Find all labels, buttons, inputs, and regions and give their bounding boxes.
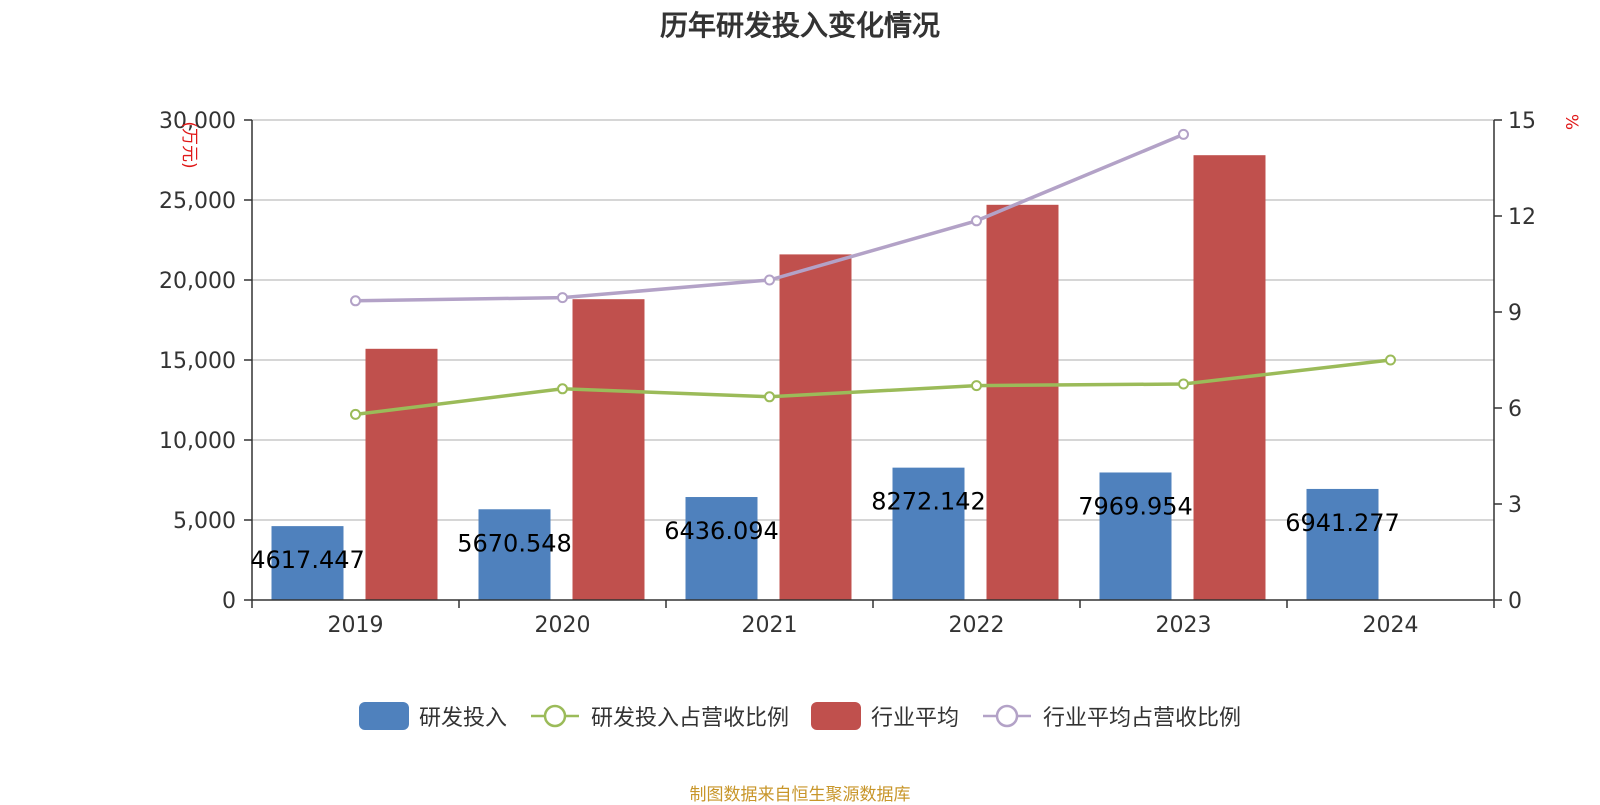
left-tick-label: 10,000 (159, 429, 236, 454)
bar-data-label: 8272.142 (871, 488, 986, 516)
legend-label: 行业平均占营收比例 (1043, 706, 1242, 731)
bar-industry (572, 299, 645, 600)
line-point (1385, 354, 1396, 366)
axes: 05,00010,00015,00020,00025,00030,0000369… (159, 109, 1581, 638)
bar-data-label: 7969.954 (1078, 492, 1193, 520)
legend-item[interactable]: 行业平均占营收比例 (981, 700, 1241, 732)
bar-labels: 4617.447 5670.548 6436.094 8272.142 7969.954… (250, 488, 1400, 574)
bar-industry (365, 348, 438, 600)
line-point (350, 295, 361, 307)
line-rd-ratio (355, 358, 1391, 417)
source-note: 制图数据来自恒生聚源数据库 (689, 785, 911, 805)
left-tick-label: 20,000 (159, 269, 236, 294)
legend-swatch-line (530, 704, 579, 728)
legend-swatch-line-marker (543, 704, 567, 728)
legend-swatch-bar (811, 702, 861, 730)
line-point (557, 292, 568, 304)
right-tick-label: 6 (1508, 397, 1522, 422)
legend-item[interactable]: 研发投入占营收比例 (529, 700, 789, 732)
right-axis-unit: % (1561, 114, 1581, 130)
line-point (557, 383, 568, 395)
x-tick-label: 2023 (1156, 613, 1212, 638)
legend-label: 行业平均 (871, 706, 960, 731)
legend-swatch-line (983, 704, 1032, 728)
x-tick-label: 2024 (1363, 613, 1419, 638)
bar-rd (892, 467, 965, 600)
bars (271, 155, 1379, 601)
left-tick-label: 0 (222, 589, 236, 614)
line-point (764, 391, 775, 403)
bar-data-label: 5670.548 (457, 529, 572, 557)
bar-rd (685, 497, 758, 600)
line-point (971, 380, 982, 392)
bar-rd (1099, 472, 1172, 600)
left-tick-label: 25,000 (159, 189, 236, 214)
legend-item[interactable]: 研发投入 (358, 700, 507, 732)
line-point (764, 274, 775, 286)
chart-title: 历年研发投入变化情况 (659, 9, 940, 42)
bar-data-label: 6436.094 (664, 517, 779, 545)
legend: 研发投入 研发投入占营收比例 行业平均 行业平均占营收比例 (0, 700, 1600, 732)
line-point (1178, 378, 1189, 390)
right-tick-label: 15 (1508, 109, 1536, 134)
bar-rd (271, 526, 344, 600)
line-point (971, 215, 982, 227)
right-tick-label: 9 (1508, 301, 1522, 326)
legend-item[interactable]: 行业平均 (811, 700, 959, 732)
x-tick-label: 2022 (949, 613, 1005, 638)
bar-data-label: 4617.447 (250, 546, 365, 574)
bar-industry (986, 204, 1059, 601)
grid-lines (252, 119, 1494, 521)
bar-industry (779, 254, 852, 600)
legend-label: 研发投入占营收比例 (590, 706, 789, 731)
line-point (350, 408, 361, 420)
right-tick-label: 0 (1508, 589, 1522, 614)
bar-rd (1306, 488, 1379, 600)
legend-swatch-bar (358, 702, 409, 730)
x-tick-label: 2021 (742, 613, 798, 638)
left-tick-label: 30,000 (159, 109, 236, 134)
left-tick-label: 5,000 (173, 509, 236, 534)
lines (350, 128, 1396, 420)
left-tick-label: 15,000 (159, 349, 236, 374)
legend-label: 研发投入 (418, 706, 507, 731)
right-tick-label: 12 (1508, 205, 1536, 230)
x-tick-label: 2020 (535, 613, 591, 638)
bar-data-label: 6941.277 (1285, 509, 1400, 537)
left-axis-unit: (万元) (179, 121, 199, 168)
x-tick-label: 2019 (328, 613, 384, 638)
line-point (1178, 128, 1189, 140)
legend-swatch-line-marker (995, 704, 1019, 728)
right-tick-label: 3 (1508, 493, 1522, 518)
bar-rd (478, 509, 551, 600)
